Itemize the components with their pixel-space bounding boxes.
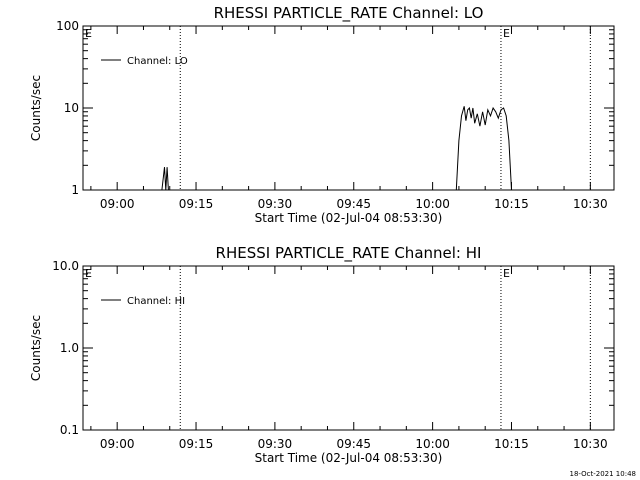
y-tick-label: 1 xyxy=(71,183,79,197)
timestamp: 18-Oct-2021 10:48 xyxy=(570,470,636,478)
legend-entry: Channel: HI xyxy=(127,296,185,307)
x-tick-label: 09:15 xyxy=(179,437,214,451)
x-tick-label: 09:45 xyxy=(336,197,371,211)
y-tick-label: 0.1 xyxy=(60,423,79,437)
x-tick-label: 09:30 xyxy=(258,437,293,451)
y-axis-label: Counts/sec xyxy=(29,315,43,381)
x-tick-label: 10:00 xyxy=(415,437,450,451)
x-tick-label: 10:15 xyxy=(494,437,529,451)
plot-frame xyxy=(82,25,615,191)
x-tick-label: 09:00 xyxy=(100,197,135,211)
x-tick-label: 09:15 xyxy=(179,197,214,211)
event-marker: E xyxy=(85,27,92,40)
event-marker: E xyxy=(503,27,510,40)
x-axis-label: Start Time (02-Jul-04 08:53:30) xyxy=(255,211,443,225)
y-axis-label: Counts/sec xyxy=(29,75,43,141)
x-axis-label: Start Time (02-Jul-04 08:53:30) xyxy=(255,451,443,465)
legend-entry: Channel: LO xyxy=(127,56,188,67)
event-marker: E xyxy=(503,267,510,280)
y-tick-label: 10.0 xyxy=(52,259,79,273)
hi-channel-panel: RHESSI PARTICLE_RATE Channel: HI 09:00 09:… xyxy=(29,244,615,465)
event-marker: E xyxy=(85,267,92,280)
x-tick-label: 10:00 xyxy=(415,197,450,211)
lo-channel-panel: RHESSI PARTICLE_RATE Channel: LO 09:00 09:… xyxy=(29,4,615,225)
x-tick-label: 10:15 xyxy=(494,197,529,211)
chart-title: RHESSI PARTICLE_RATE Channel: LO xyxy=(214,4,484,23)
series-line xyxy=(161,106,512,191)
x-tick-label: 10:30 xyxy=(573,197,608,211)
chart-title: RHESSI PARTICLE_RATE Channel: HI xyxy=(216,244,482,263)
x-tick-label: 10:30 xyxy=(573,437,608,451)
y-tick-label: 100 xyxy=(56,19,79,33)
y-tick-label: 1.0 xyxy=(60,341,79,355)
y-tick-label: 10 xyxy=(64,101,79,115)
x-tick-label: 09:45 xyxy=(336,437,371,451)
x-tick-label: 09:30 xyxy=(258,197,293,211)
x-tick-label: 09:00 xyxy=(100,437,135,451)
plot-frame xyxy=(82,265,615,431)
